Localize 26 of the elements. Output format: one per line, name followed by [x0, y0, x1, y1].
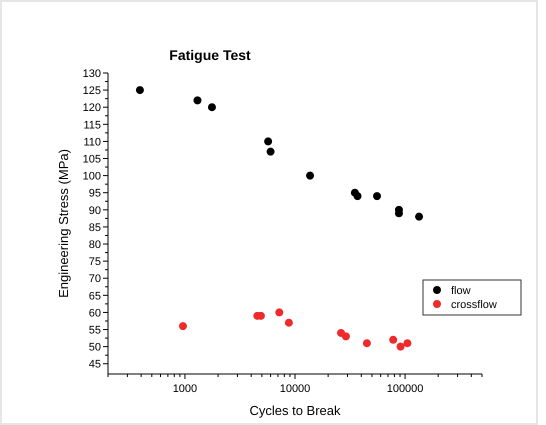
y-tick-label: 55	[88, 324, 101, 337]
y-tick-label: 120	[82, 102, 101, 114]
y-tick-label: 125	[82, 85, 101, 98]
y-axis-title: Engineering Stress (MPa)	[56, 149, 71, 298]
y-tick-label: 105	[82, 154, 101, 166]
legend-label: flow	[451, 285, 471, 297]
y-tick-label: 65	[88, 290, 101, 302]
x-tick-label: 1000	[172, 383, 198, 395]
y-tick-label: 85	[88, 222, 101, 234]
x-axis-title: Cycles to Break	[249, 403, 342, 418]
y-tick-label: 60	[88, 307, 101, 320]
y-tick-label: 115	[83, 119, 101, 132]
chart-title: Fatigue Test	[169, 47, 252, 63]
y-tick-label: 95	[88, 188, 101, 200]
y-tick-label: 110	[83, 136, 101, 148]
y-tick-label: 75	[88, 256, 101, 268]
y-tick-label: 90	[88, 204, 101, 217]
y-tick-label: 130	[82, 68, 101, 80]
y-tick-label: 70	[88, 273, 101, 286]
y-tick-label: 80	[88, 239, 101, 252]
x-tick-label: 10000	[280, 383, 310, 395]
x-tick-label: 100000	[386, 383, 424, 395]
y-tick-label: 100	[82, 170, 101, 183]
legend-label: crossflow	[451, 299, 497, 311]
y-tick-label: 50	[88, 342, 101, 354]
y-tick-label: 45	[88, 358, 101, 371]
